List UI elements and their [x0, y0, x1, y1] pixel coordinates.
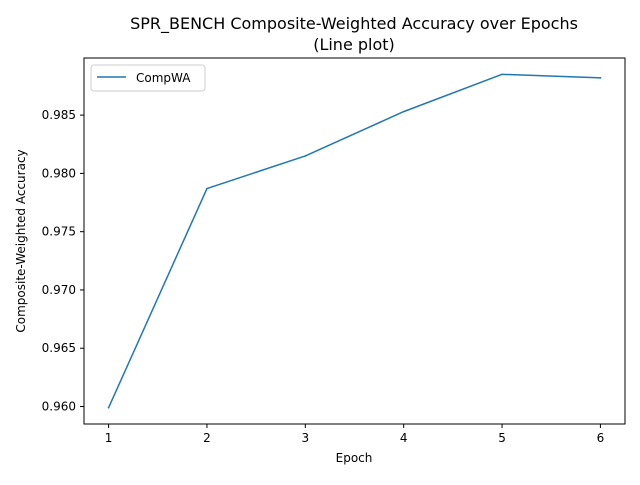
series-line-compwa: [107, 73, 602, 409]
data-point: [501, 73, 503, 76]
legend: CompWA: [90, 64, 206, 92]
y-tick-label: 0.985: [42, 108, 76, 122]
y-tick-label: 0.965: [42, 341, 76, 355]
data-point: [402, 110, 405, 113]
y-tick-label: 0.960: [42, 400, 76, 414]
legend-box: [90, 64, 206, 92]
x-tick-label: 4: [400, 431, 408, 445]
x-tick-label: 3: [301, 431, 309, 445]
x-tick-label: 1: [105, 431, 113, 445]
plot-frame: [83, 57, 626, 425]
y-tick-label: 0.975: [42, 225, 76, 239]
x-tick-label: 6: [597, 431, 605, 445]
legend-label-compwa: CompWA: [136, 71, 191, 85]
y-tick-label: 0.980: [42, 166, 76, 180]
chart-title: SPR_BENCH Composite-Weighted Accuracy ov…: [130, 14, 578, 34]
series-layer: [107, 73, 602, 409]
x-axis-label: Epoch: [336, 451, 373, 465]
y-axis-ticks: 0.960 0.965 0.970 0.975 0.980 0.985: [42, 108, 84, 414]
data-point: [304, 155, 307, 157]
x-tick-label: 5: [498, 431, 506, 445]
y-axis-label: Composite-Weighted Accuracy: [14, 149, 28, 332]
y-tick-label: 0.970: [42, 283, 76, 297]
data-point: [206, 187, 208, 190]
chart-subtitle: (Line plot): [313, 35, 395, 54]
x-axis-ticks: 1 2 3 4 5 6: [105, 424, 604, 445]
data-point: [107, 406, 110, 409]
data-point: [599, 77, 602, 79]
x-tick-label: 2: [203, 431, 211, 445]
